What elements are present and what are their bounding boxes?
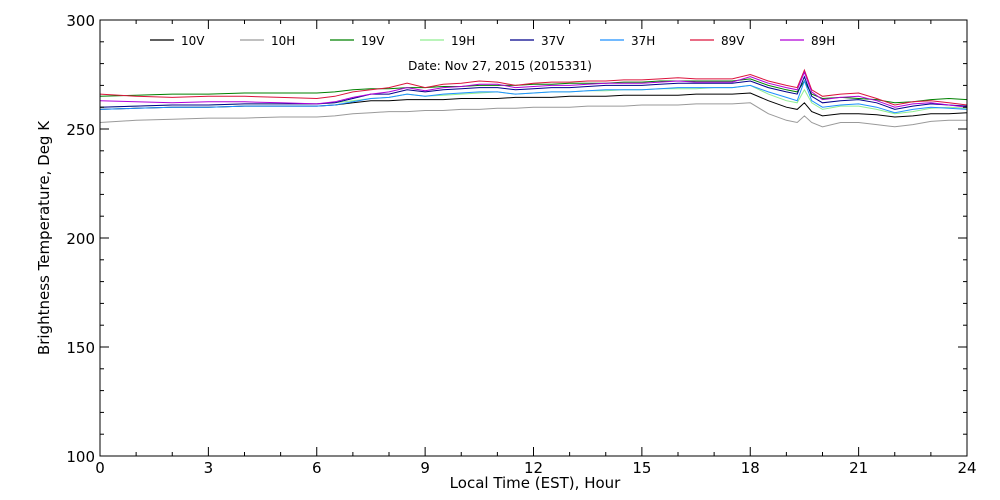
series-line-37h xyxy=(99,79,968,114)
legend: 10V 10H 19V 19H 37V 37H 89V 89H xyxy=(150,34,835,48)
x-tick-label: 21 xyxy=(849,459,868,477)
series-line-37v xyxy=(99,75,968,110)
y-tick-label: 150 xyxy=(66,339,95,357)
ticks-layer: 0 3 6 9 12 15 18 21 24 100 150 200 250 300 xyxy=(66,12,976,477)
x-tick-label: 18 xyxy=(741,459,760,477)
x-axis-label: Local Time (EST), Hour xyxy=(450,474,621,492)
legend-label: 37V xyxy=(541,34,565,48)
y-tick-label: 300 xyxy=(66,12,95,30)
x-tick-label: 6 xyxy=(312,459,322,477)
legend-label: 37H xyxy=(631,34,655,48)
series-line-19h xyxy=(99,84,968,115)
x-tick-label: 15 xyxy=(632,459,651,477)
legend-label: 10H xyxy=(271,34,295,48)
date-annotation: Date: Nov 27, 2015 (2015331) xyxy=(408,59,592,73)
series-line-89v xyxy=(99,68,968,106)
y-tick-label: 100 xyxy=(66,448,95,466)
x-tick-label: 3 xyxy=(204,459,214,477)
legend-label: 89H xyxy=(811,34,835,48)
x-tick-label: 0 xyxy=(95,459,105,477)
x-tick-label: 24 xyxy=(957,459,976,477)
y-tick-label: 200 xyxy=(66,230,95,248)
x-tick-label: 12 xyxy=(524,459,543,477)
x-tick-label: 9 xyxy=(420,459,430,477)
plot-frame xyxy=(99,19,968,457)
series-line-19v xyxy=(99,78,968,104)
legend-label: 10V xyxy=(181,34,205,48)
y-axis-label: Brightness Temperature, Deg K xyxy=(35,120,53,355)
series-line-10h xyxy=(99,102,967,128)
legend-label: 89V xyxy=(721,34,745,48)
series-line-89h xyxy=(99,70,968,108)
y-tick-label: 250 xyxy=(66,121,95,139)
series-layer xyxy=(99,68,968,128)
legend-label: 19V xyxy=(361,34,385,48)
legend-label: 19H xyxy=(451,34,475,48)
